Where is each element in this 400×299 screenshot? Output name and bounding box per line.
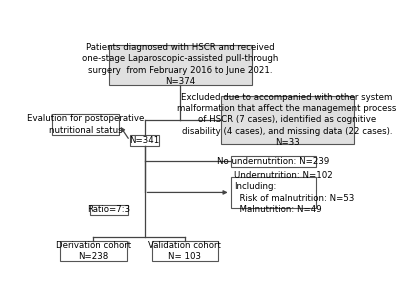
Text: Excluded due to accompanied with other system
malformation that affect the manag: Excluded due to accompanied with other s… bbox=[178, 92, 397, 147]
FancyBboxPatch shape bbox=[52, 114, 119, 135]
Text: Evalution for postoperative
nutritional status: Evalution for postoperative nutritional … bbox=[27, 114, 144, 135]
Text: Validation cohort
N= 103: Validation cohort N= 103 bbox=[148, 241, 221, 261]
FancyBboxPatch shape bbox=[60, 241, 127, 261]
FancyBboxPatch shape bbox=[109, 45, 252, 85]
Text: N=341: N=341 bbox=[130, 136, 160, 145]
Text: Derivation cohort
N=238: Derivation cohort N=238 bbox=[56, 241, 131, 261]
FancyBboxPatch shape bbox=[152, 241, 218, 261]
FancyBboxPatch shape bbox=[220, 96, 354, 144]
FancyBboxPatch shape bbox=[130, 135, 159, 147]
Text: Undernutrition: N=102
Including:
  Risk of malnutrition: N=53
  Malnutrition: N=: Undernutrition: N=102 Including: Risk of… bbox=[234, 171, 354, 214]
FancyBboxPatch shape bbox=[230, 177, 316, 208]
Text: No undernutrition: N=239: No undernutrition: N=239 bbox=[217, 157, 329, 166]
FancyBboxPatch shape bbox=[230, 155, 316, 167]
Text: Patients diagnosed with HSCR and received
one-stage Laparoscopic-assisted pull-t: Patients diagnosed with HSCR and receive… bbox=[82, 43, 278, 86]
Text: Ratio=7:3: Ratio=7:3 bbox=[87, 205, 130, 214]
FancyBboxPatch shape bbox=[90, 205, 128, 215]
